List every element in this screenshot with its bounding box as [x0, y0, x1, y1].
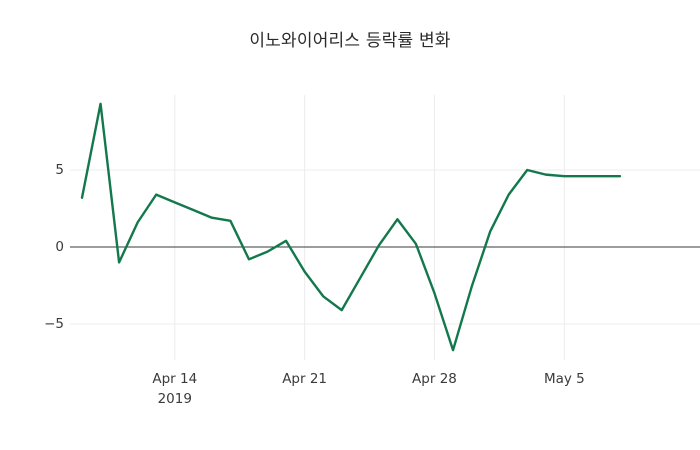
data-line — [80, 102, 622, 352]
y-tick-label: −5 — [44, 316, 64, 332]
chart-title: 이노와이어리스 등락률 변화 — [249, 31, 451, 51]
x-tick-label: Apr 28 — [412, 371, 457, 387]
x-tick-label: May 5 — [543, 371, 585, 387]
x-tick-label: Apr 21 — [282, 371, 328, 387]
y-tick-label: 5 — [55, 162, 64, 178]
series-line — [80, 102, 622, 352]
x-tick-label: Apr 14 2019 — [152, 371, 198, 407]
gridlines — [70, 95, 700, 360]
y-tick-label: 0 — [55, 239, 64, 255]
